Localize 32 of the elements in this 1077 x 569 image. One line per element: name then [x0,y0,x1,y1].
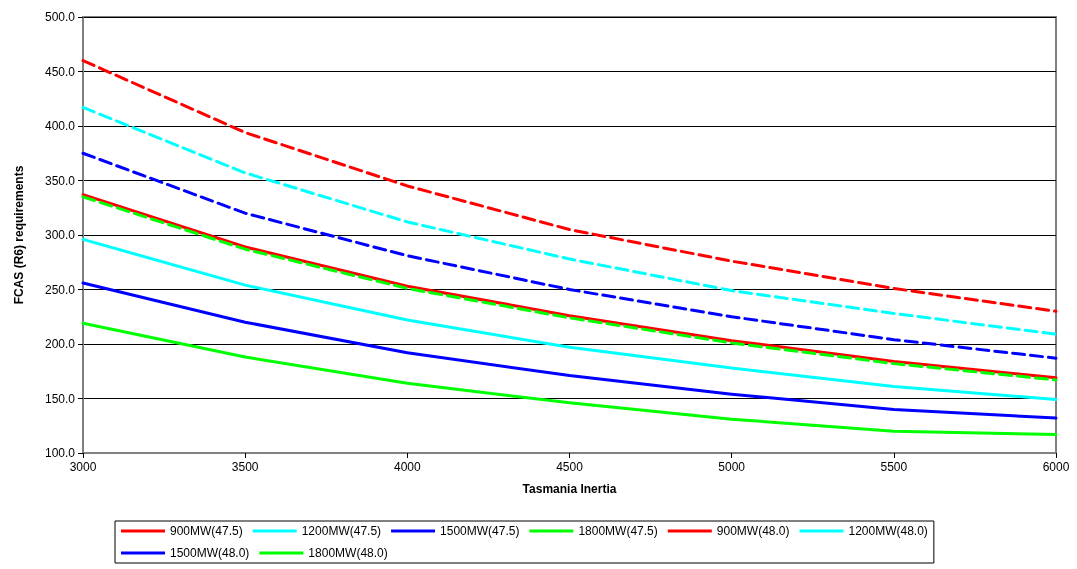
legend-label: 1800MW(47.5) [578,524,658,538]
y-tick-label: 150.0 [44,391,76,406]
y-tick-label: 500.0 [44,10,76,24]
x-tick-label: 5500 [880,460,908,474]
x-tick-label: 6000 [1042,460,1070,474]
y-tick-label: 450.0 [44,64,76,79]
legend-label: 1200MW(48.0) [848,524,928,538]
line-series [81,281,1058,420]
x-tick-label: 3500 [231,460,259,474]
line-series [81,59,1058,313]
legend-label: 900MW(47.5) [170,524,243,538]
x-tick-label: 4000 [393,460,421,474]
y-tick-label: 250.0 [44,282,76,297]
legend-label: 1500MW(48.0) [170,546,250,560]
x-tick-label: 3000 [69,460,97,474]
legend-label: 1500MW(47.5) [440,524,520,538]
legend-label: 1200MW(47.5) [301,524,382,538]
legend-label: 1800MW(48.0) [308,546,388,560]
x-tick-label: 4500 [556,460,584,474]
y-tick-label: 350.0 [44,173,76,188]
x-axis-title: Tasmania Inertia [522,482,617,496]
legend-label: 900MW(48.0) [716,524,790,538]
y-tick-label: 100.0 [44,446,76,460]
y-tick-label: 200.0 [44,337,76,351]
y-tick-label: 300.0 [44,228,76,242]
line-series [81,151,1058,360]
y-axis-title: FCAS (R6) requirements [12,165,26,305]
x-tick-label: 5000 [718,460,746,474]
line-series [81,237,1058,402]
y-tick-label: 400.0 [44,119,76,133]
line-series [81,105,1058,336]
line-series [81,321,1058,436]
